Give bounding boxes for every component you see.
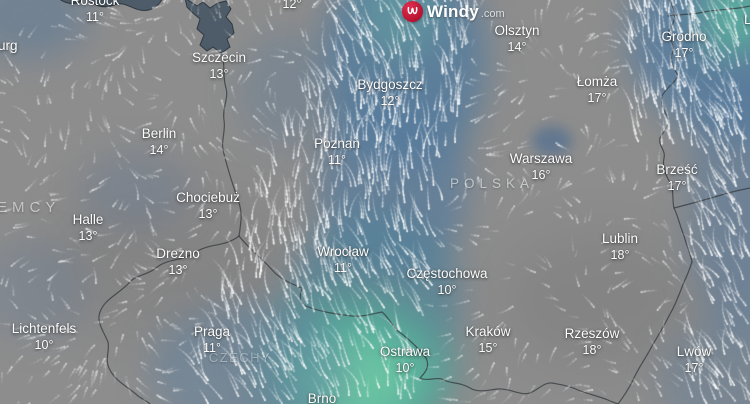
city-temperature: 13°	[78, 229, 98, 243]
city-label-grodno[interactable]: Grodno 17°	[661, 29, 706, 61]
city-label-brno[interactable]: Brno	[308, 391, 337, 404]
city-name: Rostock	[70, 0, 120, 8]
city-temperature: 17°	[587, 91, 607, 105]
city-name: Częstochowa	[406, 266, 488, 281]
city-temperature: 16°	[531, 168, 551, 182]
city-name: Ostrawa	[379, 344, 431, 359]
city-name: Praga	[193, 324, 231, 339]
city-label-szczecin[interactable]: Szczecin 13°	[192, 50, 246, 82]
city-label-lichtenfels[interactable]: Lichtenfels 10°	[12, 321, 77, 353]
city-temperature: 18°	[582, 343, 602, 357]
city-label-rzesz-w[interactable]: Rzeszów 18°	[565, 326, 620, 358]
city-name: Wrocław	[317, 244, 369, 259]
city-label-berlin[interactable]: Berlin 14°	[142, 126, 177, 158]
city-label-brze-[interactable]: Brześć 17°	[656, 162, 697, 194]
city-label-bydgoszcz[interactable]: Bydgoszcz 12°	[357, 77, 422, 109]
windy-logo[interactable]: Windy .com	[402, 1, 505, 22]
city-name: Lwów	[676, 344, 712, 359]
city-name: Drezno	[156, 246, 200, 261]
city-name: Chociebuż	[176, 190, 240, 205]
city-name: Brno	[307, 391, 337, 404]
country-label-polska: POLSKA	[449, 176, 535, 191]
city-name: Lublin	[601, 231, 639, 246]
city-name: Warszawa	[509, 151, 573, 166]
city-temperature: 10°	[34, 338, 54, 352]
city-label-cz-stochowa[interactable]: Częstochowa 10°	[406, 266, 487, 298]
city-temperature: 11°	[334, 261, 352, 275]
city-name: Berlin	[141, 126, 177, 141]
windy-logo-icon	[402, 1, 423, 22]
city-label-lw-w[interactable]: Lwów 17°	[677, 344, 712, 376]
city-temperature: 17°	[684, 361, 704, 375]
city-label-krak-w[interactable]: Kraków 15°	[465, 324, 510, 356]
city-name: urg	[0, 38, 18, 53]
city-name: Rzeszów	[564, 326, 620, 341]
city-label-drezno[interactable]: Drezno 13°	[156, 246, 200, 278]
city-name: Poznań	[314, 136, 360, 151]
city-temperature: 10°	[437, 283, 457, 297]
city-temperature: 14°	[149, 143, 169, 157]
city-temperature: 12°	[380, 94, 400, 108]
city-name: Grodno	[661, 29, 707, 44]
city-label-temp-only[interactable]: 12°	[283, 0, 302, 12]
city-label-pozna-[interactable]: Poznań 11°	[314, 136, 360, 168]
city-label-warszawa[interactable]: Warszawa 16°	[510, 151, 573, 183]
city-temperature: 13°	[168, 263, 188, 277]
city-name: L	[744, 12, 750, 27]
windy-logo-text: Windy	[427, 1, 479, 21]
country-label-niemcy: EMCY	[0, 199, 61, 216]
city-label-rostock[interactable]: Rostock 11°	[71, 0, 120, 25]
city-temperature: 13°	[198, 207, 218, 221]
city-temperature: 14°	[507, 40, 527, 54]
city-label-l[interactable]: L	[744, 12, 750, 28]
city-label-ostrawa[interactable]: Ostrawa 10°	[380, 344, 430, 376]
windy-logo-suffix: .com	[480, 8, 505, 20]
city-name: Szczecin	[191, 50, 247, 65]
city-temperature: 15°	[478, 341, 498, 355]
city-name: Łomża	[576, 74, 618, 89]
city-temperature: 11°	[86, 10, 104, 24]
city-temperature: 12°	[282, 0, 302, 11]
city-label-wroc-aw[interactable]: Wrocław 11°	[317, 244, 369, 276]
city-temperature: 17°	[674, 46, 694, 60]
city-name: Halle	[72, 212, 104, 227]
city-temperature: 10°	[395, 361, 415, 375]
city-label-chociebu-[interactable]: Chociebuż 13°	[176, 190, 240, 222]
city-label-praga[interactable]: Praga 11°	[194, 324, 230, 356]
city-name: Kraków	[465, 324, 511, 339]
city-label-olsztyn[interactable]: Olsztyn 14°	[494, 23, 539, 55]
city-label-urg[interactable]: urg	[0, 38, 18, 54]
city-temperature: 11°	[328, 153, 346, 167]
city-label-halle[interactable]: Halle 13°	[73, 212, 104, 244]
city-label--om-a[interactable]: Łomża 17°	[577, 74, 618, 106]
city-label-lublin[interactable]: Lublin 18°	[602, 231, 638, 263]
city-name: Bydgoszcz	[357, 77, 423, 92]
city-temperature: 13°	[209, 67, 229, 81]
city-name: Olsztyn	[494, 23, 540, 38]
city-temperature: 11°	[203, 341, 221, 355]
city-temperature: 17°	[667, 179, 687, 193]
city-name: Brześć	[656, 162, 698, 177]
country-label-czechy: CZECHY	[208, 350, 272, 365]
city-name: Lichtenfels	[11, 321, 77, 336]
city-temperature: 18°	[610, 248, 630, 262]
